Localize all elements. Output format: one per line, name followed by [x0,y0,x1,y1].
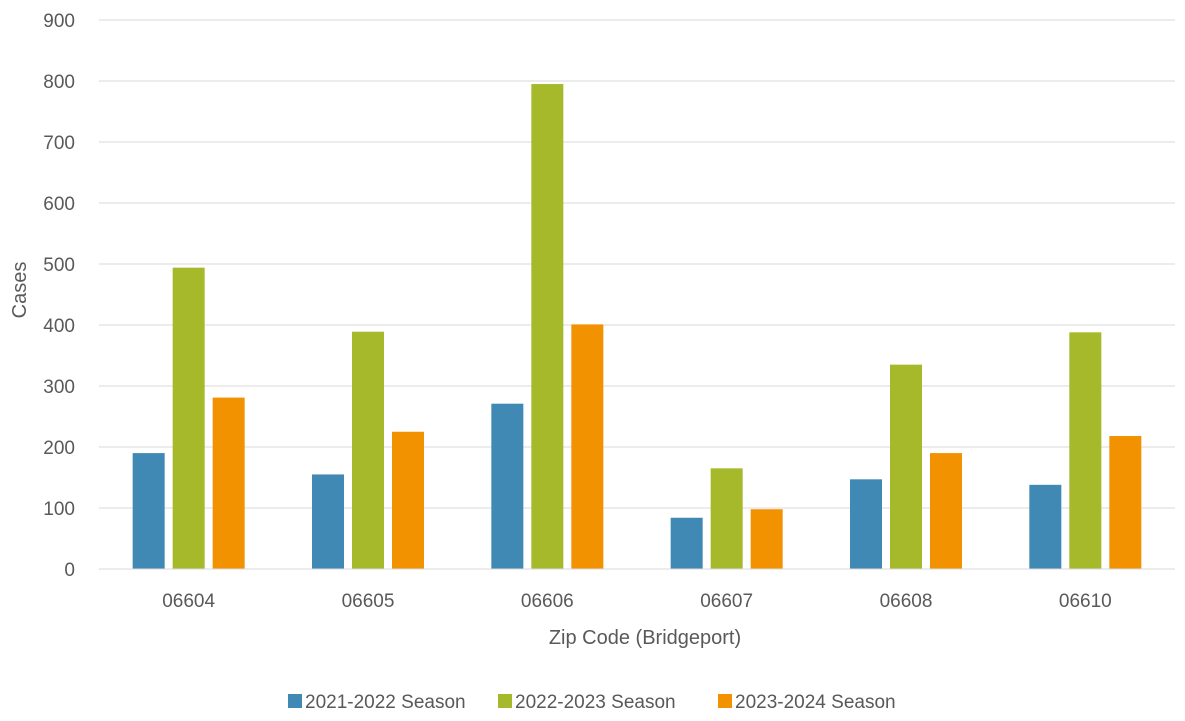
y-tick-label: 700 [43,133,75,154]
y-tick-label: 100 [43,499,75,520]
y-tick-label: 800 [43,72,75,93]
y-tick-label: 500 [43,255,75,276]
legend-swatch [288,694,302,708]
gridlines [99,19,1175,509]
legend-swatch [498,694,512,708]
x-axis-title: Zip Code (Bridgeport) [549,627,741,649]
y-tick-label: 900 [43,11,75,32]
bar-06605-series-1 [312,474,344,569]
bar-06606-series-3 [571,324,604,569]
bar-06610-series-2 [1069,332,1102,569]
bar-06604-series-2 [172,267,205,569]
legend-swatch [718,694,732,708]
x-tick-label: 06606 [521,591,574,612]
y-axis-title: Cases [9,262,31,319]
y-tick-label: 0 [64,560,75,581]
bar-06607-series-3 [750,509,783,569]
axes: 0 100 200 300 400 500 600 700 800 900 06604 06605 06… [43,11,1175,612]
x-tick-label: 06605 [342,591,395,612]
bars [132,84,1142,570]
y-tick-label: 200 [43,438,75,459]
bar-06606-series-1 [491,403,524,569]
y-tick-label: 400 [43,316,75,337]
bar-06605-series-3 [392,431,424,569]
bar-06608-series-3 [930,453,962,569]
legend-label: 2022-2023 Season [515,692,676,713]
legend-label: 2023-2024 Season [735,692,896,713]
x-tick-label: 06610 [1059,591,1112,612]
legend-item-3: 2023-2024 Season [718,692,896,713]
x-tick-label: 06604 [162,591,215,612]
legend-item-1: 2021-2022 Season [288,692,466,713]
bar-06607-series-1 [670,517,703,569]
bar-06606-series-2 [531,84,564,570]
bar-06608-series-1 [850,479,882,569]
legend-item-2: 2022-2023 Season [498,692,676,713]
bar-06607-series-2 [710,468,743,569]
y-tick-label: 300 [43,377,75,398]
bar-06605-series-2 [352,331,384,569]
y-tick-label: 600 [43,194,75,215]
bar-06610-series-1 [1029,484,1062,569]
bar-06610-series-3 [1109,436,1142,569]
legend-label: 2021-2022 Season [305,692,466,713]
bar-06604-series-1 [132,453,165,569]
x-tick-label: 06607 [700,591,753,612]
x-tick-label: 06608 [880,591,933,612]
bar-06608-series-2 [890,364,922,569]
bar-06604-series-3 [212,397,245,569]
legend: 2021-2022 Season 2022-2023 Season 2023-202… [288,692,896,713]
